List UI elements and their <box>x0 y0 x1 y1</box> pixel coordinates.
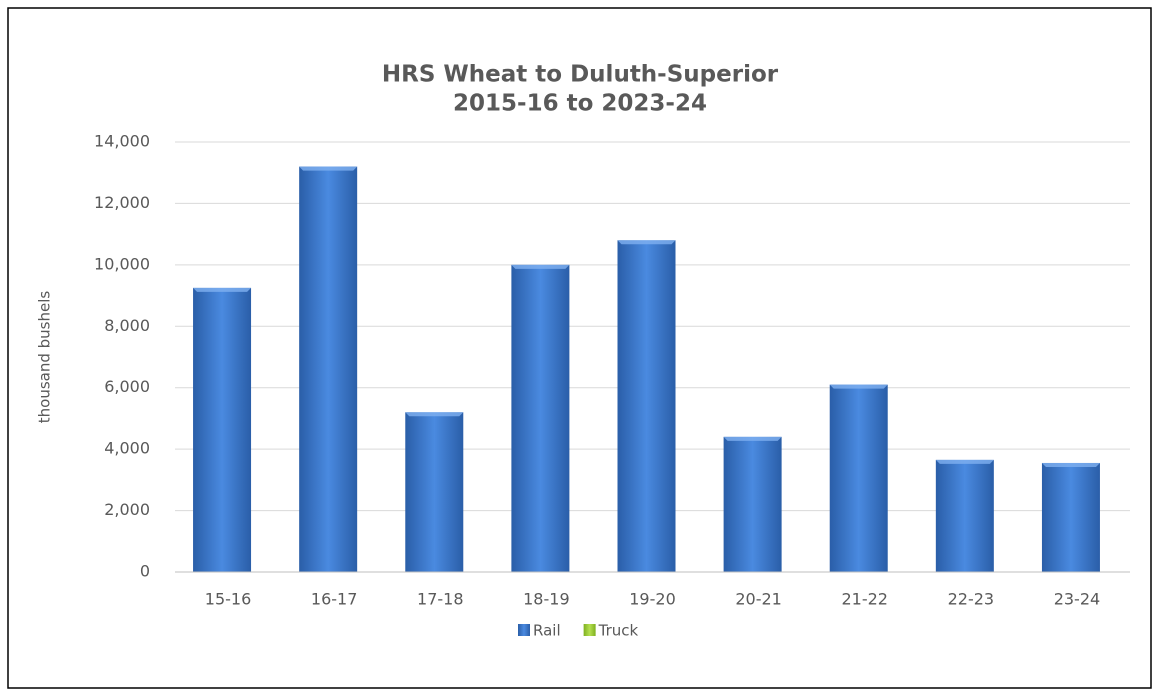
y-tick-label: 6,000 <box>104 377 150 396</box>
bar <box>723 436 782 572</box>
y-tick-label: 8,000 <box>104 316 150 335</box>
x-tick-label: 16-17 <box>311 590 358 609</box>
y-tick-label: 14,000 <box>94 132 150 151</box>
bar-bevel <box>299 166 358 171</box>
bar <box>935 459 994 572</box>
legend-label: Rail <box>533 622 561 640</box>
x-tick-label: 22-23 <box>948 590 995 609</box>
bar-bevel <box>1041 462 1100 467</box>
x-tick-label: 17-18 <box>417 590 464 609</box>
bar <box>299 166 358 573</box>
y-axis-label: thousand bushels <box>36 291 54 424</box>
legend-swatch <box>518 624 530 636</box>
x-tick-label: 20-21 <box>735 590 782 609</box>
y-tick-label: 2,000 <box>104 500 150 519</box>
bar <box>617 240 676 573</box>
y-tick-label: 0 <box>140 562 150 581</box>
x-tick-label: 19-20 <box>629 590 676 609</box>
y-tick-label: 4,000 <box>104 439 150 458</box>
legend-label: Truck <box>598 622 639 640</box>
bar-bevel <box>935 459 994 464</box>
y-tick-label: 10,000 <box>94 254 150 273</box>
bar <box>193 287 252 572</box>
x-tick-label: 18-19 <box>523 590 570 609</box>
x-tick-label: 15-16 <box>205 590 252 609</box>
bar <box>405 412 464 572</box>
bar-bevel <box>829 384 888 389</box>
bar <box>511 264 570 572</box>
y-tick-label: 12,000 <box>94 193 150 212</box>
bar <box>1041 462 1100 572</box>
legend-swatch <box>583 624 596 636</box>
bar-bevel <box>193 287 252 292</box>
bar-bevel <box>723 436 782 441</box>
bar-bevel <box>405 412 464 417</box>
bar-bevel <box>617 240 676 245</box>
chart-subtitle: 2015-16 to 2023-24 <box>453 91 707 117</box>
chart-title: HRS Wheat to Duluth-Superior <box>382 62 779 88</box>
bar-bevel <box>511 264 570 269</box>
bar <box>829 384 888 572</box>
x-tick-label: 21-22 <box>841 590 888 609</box>
x-tick-label: 23-24 <box>1054 590 1101 609</box>
